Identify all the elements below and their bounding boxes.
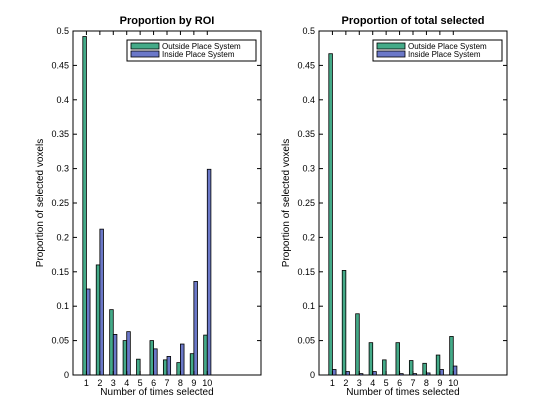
y-tick-label: 0.2 xyxy=(56,232,69,242)
y-tick-label: 0.15 xyxy=(51,267,69,277)
y-tick-label: 0.45 xyxy=(297,60,315,70)
bar-inside-10 xyxy=(453,366,457,375)
bar-outside-4 xyxy=(369,343,373,375)
y-tick-label: 0.2 xyxy=(302,232,315,242)
x-tick-label: 1 xyxy=(84,378,89,388)
bar-inside-9 xyxy=(440,369,444,375)
bar-outside-4 xyxy=(123,341,127,375)
bar-outside-7 xyxy=(163,360,167,375)
x-axis-label: Number of times selected xyxy=(100,387,213,398)
bar-inside-8 xyxy=(180,344,184,375)
y-tick-label: 0.35 xyxy=(51,129,69,139)
x-tick-label: 1 xyxy=(330,378,335,388)
bar-inside-1 xyxy=(332,369,336,375)
bar-inside-2 xyxy=(346,372,350,375)
bar-inside-3 xyxy=(359,374,363,375)
y-tick-label: 0.5 xyxy=(302,26,315,36)
bar-outside-7 xyxy=(409,361,413,375)
legend-swatch-outside xyxy=(377,43,405,49)
bar-outside-8 xyxy=(423,363,427,375)
legend-swatch-outside xyxy=(131,43,159,49)
y-tick-label: 0.3 xyxy=(56,164,69,174)
bar-outside-10 xyxy=(204,335,208,375)
bar-inside-7 xyxy=(413,374,417,375)
chart-title: Proportion by ROI xyxy=(120,15,215,27)
legend-label-inside: Inside Place System xyxy=(408,50,481,59)
plot-area-frame xyxy=(319,31,507,375)
legend-swatch-inside xyxy=(131,51,159,57)
bar-inside-6 xyxy=(154,349,158,375)
bar-inside-7 xyxy=(167,356,171,375)
bar-inside-3 xyxy=(113,334,117,375)
y-tick-label: 0.5 xyxy=(56,26,69,36)
y-tick-label: 0 xyxy=(64,370,69,380)
bar-inside-9 xyxy=(194,281,198,375)
bar-outside-5 xyxy=(383,360,387,375)
bar-outside-9 xyxy=(190,354,194,375)
bar-outside-5 xyxy=(137,359,141,375)
bar-outside-6 xyxy=(396,343,400,375)
bar-inside-2 xyxy=(100,229,104,375)
y-tick-label: 0.25 xyxy=(297,198,315,208)
y-axis-label: Proportion of selected voxels xyxy=(35,139,46,267)
chart-panel-2: 0 0.05 0.1 0.15 0.2 0.25 0.3 0.35 0.4 0.45 0.5 1 2 3 4… xyxy=(281,15,507,398)
bar-inside-4 xyxy=(373,372,377,375)
y-axis-label: Proportion of selected voxels xyxy=(281,139,292,267)
chart-panel-1: 0 0.05 0.1 0.15 0.2 0.25 0.3 0.35 0.4 0.45 0.5 1 2 3 4… xyxy=(35,15,261,398)
bar-outside-2 xyxy=(342,270,346,375)
legend-swatch-inside xyxy=(377,51,405,57)
bar-inside-6 xyxy=(400,374,404,375)
bar-outside-6 xyxy=(150,341,154,375)
x-axis-label: Number of times selected xyxy=(346,387,459,398)
chart-title: Proportion of total selected xyxy=(341,15,484,27)
y-tick-label: 0.4 xyxy=(302,95,315,105)
y-tick-label: 0.1 xyxy=(56,301,69,311)
bar-inside-1 xyxy=(86,289,90,375)
bar-outside-3 xyxy=(356,314,360,375)
y-tick-label: 0.1 xyxy=(302,301,315,311)
y-tick-label: 0.4 xyxy=(56,95,69,105)
bar-outside-3 xyxy=(110,310,114,375)
y-tick-label: 0.15 xyxy=(297,267,315,277)
y-tick-label: 0.45 xyxy=(51,60,69,70)
y-tick-label: 0.35 xyxy=(297,129,315,139)
y-tick-label: 0.3 xyxy=(302,164,315,174)
bar-inside-8 xyxy=(426,373,430,375)
bar-outside-10 xyxy=(450,336,454,375)
y-tick-label: 0.25 xyxy=(51,198,69,208)
legend-label-inside: Inside Place System xyxy=(162,50,235,59)
y-tick-label: 0 xyxy=(310,370,315,380)
y-tick-label: 0.05 xyxy=(51,336,69,346)
bar-outside-1 xyxy=(329,54,333,375)
bar-inside-4 xyxy=(127,332,131,375)
bar-inside-10 xyxy=(207,169,211,375)
bar-outside-9 xyxy=(436,355,440,375)
y-tick-label: 0.05 xyxy=(297,336,315,346)
bar-outside-8 xyxy=(177,363,181,375)
bar-outside-2 xyxy=(96,265,100,375)
bar-outside-1 xyxy=(83,37,87,375)
